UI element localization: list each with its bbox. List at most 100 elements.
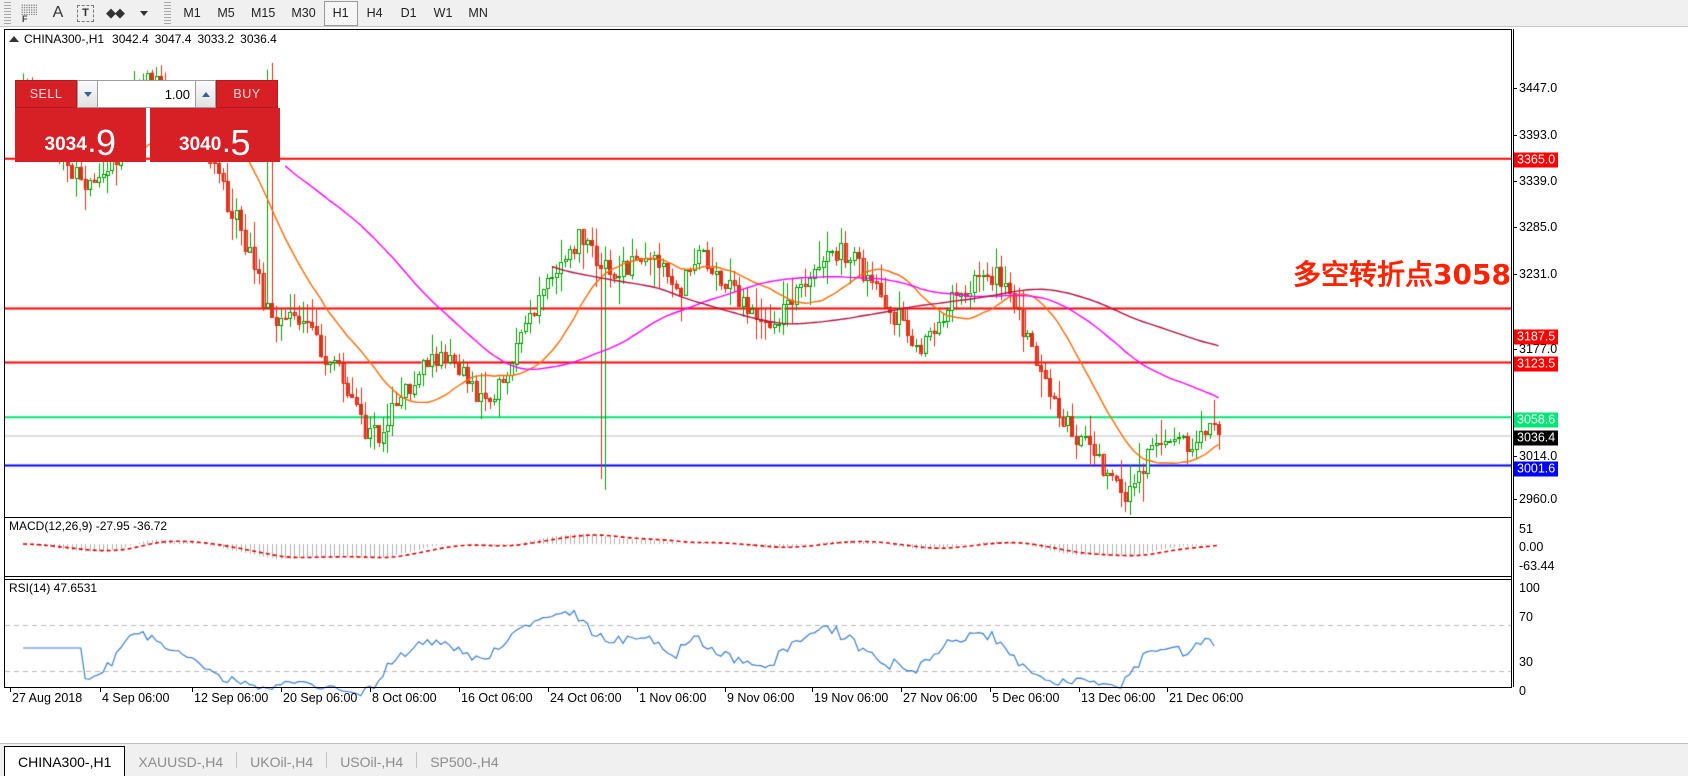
price-tick-label-3285.0: 3285.0 (1519, 220, 1558, 234)
volume-input[interactable]: 1.00 (98, 80, 195, 108)
time-axis-label: 24 Oct 06:00 (550, 691, 622, 705)
price-tick-label-3231.0: 3231.0 (1519, 267, 1558, 281)
rsi-tick-label-100: 100 (1519, 581, 1540, 595)
sell-price-dot: . (88, 132, 95, 157)
buy-price-dot: . (223, 132, 230, 157)
time-axis-label: 27 Nov 06:00 (903, 691, 978, 705)
tab-ukoil-h4[interactable]: UKOil-,H4 (250, 754, 314, 770)
crosshair-f-icon[interactable]: F (15, 1, 45, 25)
volume-decrease-button[interactable] (77, 80, 98, 108)
macd-tick-label-51: 51 (1519, 522, 1533, 536)
time-tick (10, 688, 11, 692)
macd-pane[interactable]: MACD(12,26,9) -27.95 -36.72 (5, 517, 1511, 577)
text-label-icon[interactable]: A (52, 4, 64, 21)
ohlc-open: 3042.4 (112, 32, 149, 46)
time-axis-label: 8 Oct 06:00 (372, 691, 437, 705)
tab-china300-h1[interactable]: CHINA300-,H1 (4, 746, 126, 776)
timeframe-d1[interactable]: D1 (400, 6, 417, 20)
price-tick-label-3339.0: 3339.0 (1519, 174, 1558, 188)
time-tick (370, 688, 371, 692)
price-tick-label-2960.0: 2960.0 (1519, 492, 1558, 506)
timeframe-group: M1 M5 M15 M30 H1 H4 D1 W1 MN (175, 0, 496, 27)
time-axis-label: 9 Nov 06:00 (727, 691, 795, 705)
time-tick (459, 688, 460, 692)
time-axis-label: 27 Aug 2018 (12, 691, 83, 705)
buy-price-integer: 3040 (179, 134, 222, 155)
time-axis-label: 21 Dec 06:00 (1169, 691, 1244, 705)
ohlc-low: 3033.2 (197, 32, 235, 46)
trade-panel-controls: SELL 1.00 BUY (15, 80, 280, 108)
time-tick (1079, 688, 1080, 692)
time-axis-label: 5 Dec 06:00 (992, 691, 1060, 705)
collapse-triangle-icon[interactable] (9, 36, 19, 42)
rsi-label: RSI(14) 47.6531 (9, 581, 98, 595)
rsi-pane[interactable]: RSI(14) 47.6531 (5, 579, 1511, 708)
sell-price-fraction: 9 (95, 122, 116, 164)
toolbar-grip[interactable] (4, 2, 11, 24)
price-tick-label-3393.0: 3393.0 (1519, 128, 1558, 142)
timeframe-m1[interactable]: M1 (183, 6, 201, 20)
time-tick (1167, 688, 1168, 692)
time-tick (725, 688, 726, 692)
shapes-icon[interactable]: ◆◆ (106, 5, 125, 20)
price-tag-3187.5: 3187.5 (1514, 329, 1559, 345)
price-tag-3365.0: 3365.0 (1514, 152, 1559, 168)
time-axis-label: 13 Dec 06:00 (1081, 691, 1156, 705)
text-object-icon[interactable]: T (71, 1, 100, 25)
timeframe-m15[interactable]: M15 (251, 6, 276, 20)
time-axis[interactable]: 27 Aug 2018 4 Sep 06:00 12 Sep 06:00 20 Sep… (4, 687, 1512, 710)
one-click-trading-panel[interactable]: SELL 1.00 BUY 3034 . 9 3040 . 5 (15, 80, 280, 162)
tab-separator (236, 752, 238, 768)
price-tick (1513, 227, 1517, 228)
macd-tick-label-0.00: 0.00 (1519, 540, 1544, 554)
timeframe-m30[interactable]: M30 (291, 6, 316, 20)
rsi-tick-label-70: 70 (1519, 610, 1533, 624)
sell-button[interactable]: SELL (15, 80, 77, 108)
chart-window[interactable]: CHINA300-,H1 3042.4 3047.4 3033.2 3036.4… (4, 29, 1512, 708)
time-axis-label: 1 Nov 06:00 (639, 691, 707, 705)
sell-price-box[interactable]: 3034 . 9 (15, 108, 146, 162)
tab-separator (416, 752, 418, 768)
price-tick (1513, 274, 1517, 275)
ohlc-high: 3047.4 (154, 32, 192, 46)
time-tick (990, 688, 991, 692)
macd-canvas (5, 518, 1511, 576)
timeframe-m5[interactable]: M5 (217, 6, 235, 20)
buy-price-box[interactable]: 3040 . 5 (149, 108, 280, 162)
timeframe-h1[interactable]: H1 (323, 0, 358, 26)
macd-label: MACD(12,26,9) -27.95 -36.72 (9, 519, 168, 533)
volume-increase-button[interactable] (195, 80, 216, 108)
timeframe-mn[interactable]: MN (468, 6, 488, 20)
tab-sp500-h4[interactable]: SP500-,H4 (430, 754, 499, 770)
timeframe-h4[interactable]: H4 (366, 6, 383, 20)
price-tick (1513, 88, 1517, 89)
timeframe-w1[interactable]: W1 (433, 6, 453, 20)
time-tick (637, 688, 638, 692)
timeframe-toolbar-grip[interactable] (164, 2, 171, 24)
price-tag-3123.5: 3123.5 (1514, 356, 1559, 372)
trade-panel-prices: 3034 . 9 3040 . 5 (15, 108, 280, 162)
time-tick (812, 688, 813, 692)
price-tick-label-3447.0: 3447.0 (1519, 81, 1558, 95)
tab-separator (326, 752, 328, 768)
rsi-tick-label-0: 0 (1519, 684, 1526, 698)
ohlc-close: 3036.4 (240, 32, 277, 46)
time-tick (100, 688, 101, 692)
macd-tick-label--63.44: -63.44 (1519, 559, 1555, 573)
price-tick (1513, 135, 1517, 136)
rsi-tick-label-30: 30 (1519, 655, 1533, 669)
tab-xauusd-h4[interactable]: XAUUSD-,H4 (138, 754, 224, 770)
time-axis-label: 4 Sep 06:00 (102, 691, 170, 705)
price-tick (1513, 499, 1517, 500)
price-tick-label-3014.0: 3014.0 (1519, 449, 1558, 463)
tab-usoil-h4[interactable]: USOil-,H4 (340, 754, 404, 770)
shapes-dropdown-icon[interactable] (130, 1, 156, 25)
chart-annotation-text: 多空转折点3058 (1293, 258, 1511, 291)
buy-button[interactable]: BUY (216, 80, 278, 108)
price-axis-line (1513, 29, 1514, 687)
price-scale[interactable]: 3447.03393.03339.03285.03231.03177.03068… (1513, 29, 1688, 698)
price-tick (1513, 456, 1517, 457)
chart-header: CHINA300-,H1 3042.4 3047.4 3033.2 3036.4 (5, 30, 1511, 48)
price-tag-3001.6: 3001.6 (1514, 461, 1559, 477)
